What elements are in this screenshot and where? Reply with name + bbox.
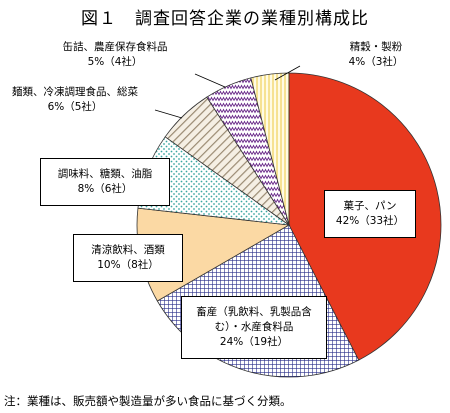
leader-noodles bbox=[154, 109, 183, 119]
label-livestock: 畜産（乳飲料、乳製品含 む）・水産食料品 24%（19社） bbox=[181, 296, 327, 359]
label-seasonings-name: 調味料、糖類、油脂 bbox=[57, 168, 153, 180]
leader-milling bbox=[274, 65, 301, 81]
leader-canned bbox=[194, 73, 226, 88]
label-canned: 缶詰、農産保存食料品 5%（4社） bbox=[40, 40, 190, 70]
label-livestock-name-2: む）・水産食料品 bbox=[214, 321, 294, 333]
label-confectionery-value: 42%（33社） bbox=[335, 215, 405, 227]
label-confectionery-name: 菓子、パン bbox=[343, 200, 397, 212]
label-beverages-value: 10%（8社） bbox=[97, 259, 159, 271]
label-livestock-name-1: 畜産（乳飲料、乳製品含 bbox=[196, 306, 312, 318]
label-noodles: 麺類、冷凍調理食品、総菜 6%（5社） bbox=[0, 85, 150, 115]
label-canned-name: 缶詰、農産保存食料品 bbox=[62, 41, 168, 53]
label-seasonings: 調味料、糖類、油脂 8%（6社） bbox=[40, 158, 170, 206]
label-noodles-name: 麺類、冷凍調理食品、総菜 bbox=[12, 86, 138, 98]
label-milling-name: 精穀・製粉 bbox=[349, 41, 403, 53]
label-milling: 精穀・製粉 4%（3社） bbox=[336, 40, 416, 70]
label-seasonings-value: 8%（6社） bbox=[77, 183, 133, 195]
label-noodles-value: 6%（5社） bbox=[47, 101, 103, 113]
label-beverages-name: 清涼飲料、酒類 bbox=[91, 244, 165, 256]
footnote: 注：業種は、販売額や製造量が多い食品に基づく分類。 bbox=[4, 394, 292, 408]
label-confectionery: 菓子、パン 42%（33社） bbox=[324, 190, 416, 238]
chart-title: 図１ 調査回答企業の業種別構成比 bbox=[81, 9, 369, 29]
pie-slice-6 bbox=[250, 72, 290, 226]
label-beverages: 清涼飲料、酒類 10%（8社） bbox=[73, 234, 183, 282]
label-canned-value: 5%（4社） bbox=[87, 56, 143, 68]
label-milling-value: 4%（3社） bbox=[348, 56, 404, 68]
label-livestock-value: 24%（19社） bbox=[219, 336, 289, 348]
